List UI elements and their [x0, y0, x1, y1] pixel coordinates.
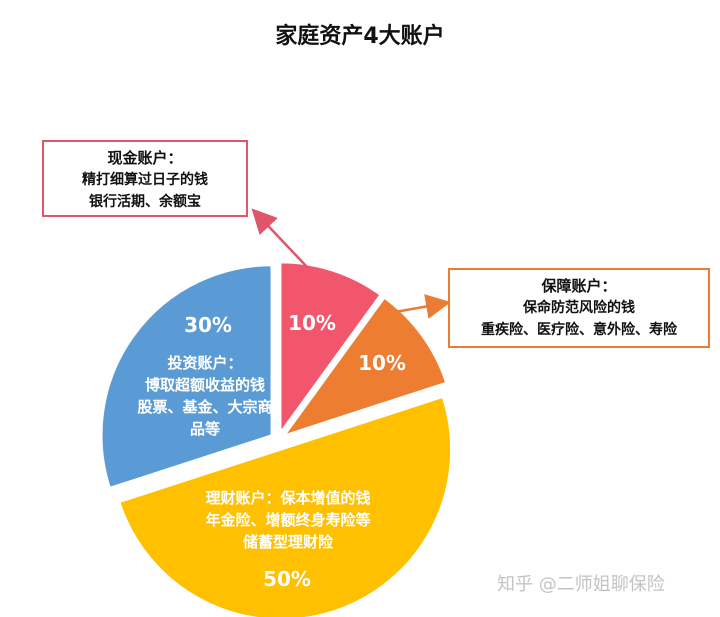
- watermark: 知乎 @二师姐聊保险: [497, 574, 665, 595]
- investment-examples-cont: 品等: [189, 420, 220, 438]
- protection-account-callout: 保障账户： 保命防范风险的钱 重疾险、医疗险、意外险、寿险: [448, 268, 710, 348]
- cash-callout-line2: 银行活期、余额宝: [89, 194, 201, 210]
- cash-callout-line1: 精打细算过日子的钱: [82, 172, 208, 188]
- cash-callout-arrow: [251, 208, 309, 269]
- investment-examples: 股票、基金、大宗商: [137, 398, 273, 416]
- protection-callout-arrow: [394, 294, 451, 319]
- pie-slice-3: [118, 395, 453, 617]
- wealth-slice-text: 理财账户：保本增值的钱 年金险、增额终身寿险等 储蓄型理财险: [168, 487, 408, 553]
- investment-heading: 投资账户：: [167, 354, 243, 372]
- pie-value-label-4: 30%: [184, 313, 232, 337]
- wealth-heading: 理财账户：保本增值的钱: [205, 489, 371, 507]
- pie-value-label-3: 50%: [263, 567, 311, 591]
- protection-callout-heading: 保障账户：: [541, 277, 617, 295]
- investment-desc: 博取超额收益的钱: [144, 376, 265, 394]
- protection-callout-line1: 保命防范风险的钱: [523, 300, 635, 316]
- pie-slices: [100, 261, 453, 617]
- chart-title: 家庭资产4大账户: [275, 24, 445, 49]
- wealth-examples: 年金险、增额终身寿险等: [205, 511, 371, 529]
- pie-slice-2: [281, 296, 448, 438]
- pie-value-label-1: 10%: [288, 311, 336, 335]
- pie-value-labels: 10% 10% 50% 30%: [184, 311, 406, 591]
- protection-callout-line2: 重疾险、医疗险、意外险、寿险: [481, 322, 677, 338]
- investment-slice-text: 投资账户： 博取超额收益的钱 股票、基金、大宗商 品等: [125, 352, 285, 440]
- cash-account-callout: 现金账户： 精打细算过日子的钱 银行活期、余额宝: [42, 140, 248, 217]
- cash-callout-heading: 现金账户：: [107, 149, 183, 167]
- pie-slice-1: [279, 261, 382, 436]
- wealth-examples-cont: 储蓄型理财险: [242, 533, 333, 551]
- pie-value-label-2: 10%: [358, 351, 406, 375]
- pie-slice-4: [100, 264, 273, 490]
